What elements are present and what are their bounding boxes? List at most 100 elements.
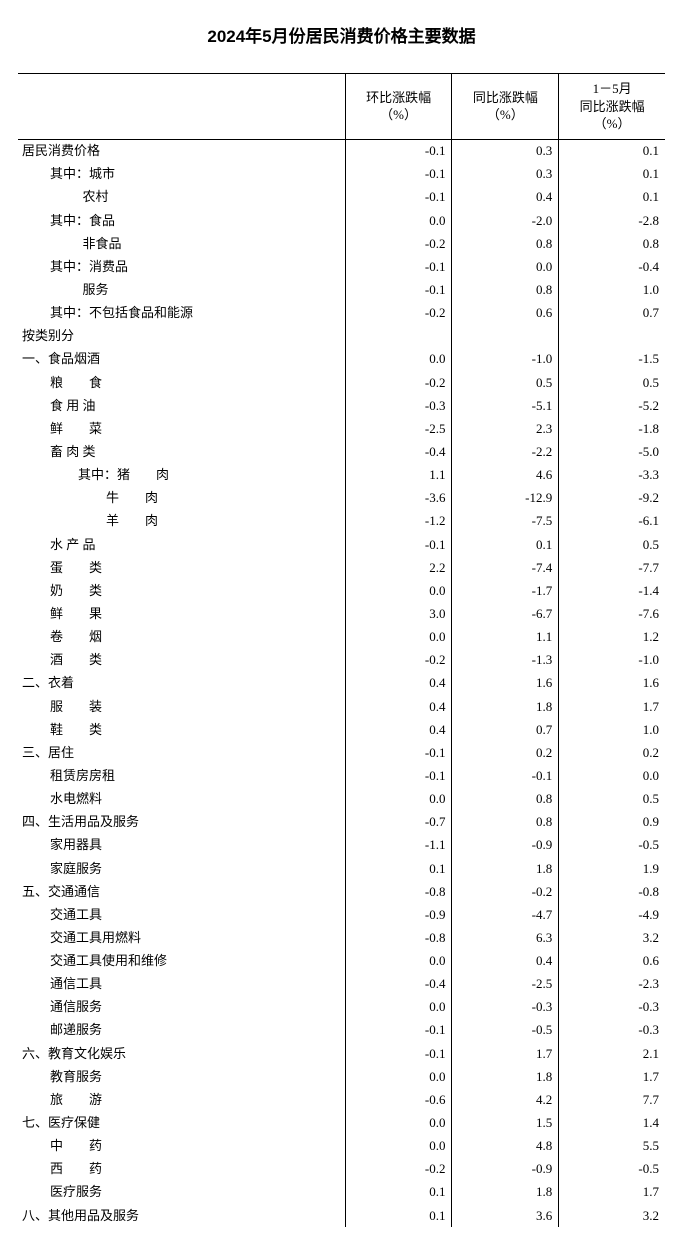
col-yoy: 同比涨跌幅（%） — [452, 74, 559, 140]
row-value: -0.8 — [345, 880, 452, 903]
row-value: 0.8 — [559, 232, 665, 255]
table-row: 水电燃料0.00.80.5 — [18, 788, 665, 811]
row-value: -0.2 — [345, 1158, 452, 1181]
row-value: -0.6 — [345, 1088, 452, 1111]
table-row: 租赁房房租-0.1-0.10.0 — [18, 764, 665, 787]
row-label: 非食品 — [18, 232, 345, 255]
row-label: 医疗服务 — [18, 1181, 345, 1204]
row-label: 家用器具 — [18, 834, 345, 857]
table-row: 居民消费价格-0.10.30.1 — [18, 139, 665, 163]
row-value: -0.2 — [345, 649, 452, 672]
row-value: -1.2 — [345, 510, 452, 533]
table-row: 旅 游-0.64.27.7 — [18, 1088, 665, 1111]
row-value: -0.1 — [345, 163, 452, 186]
cpi-table: 环比涨跌幅（%） 同比涨跌幅（%） 1－5月同比涨跌幅（%） 居民消费价格-0.… — [18, 73, 665, 1227]
table-row: 交通工具使用和维修0.00.40.6 — [18, 950, 665, 973]
row-value: -7.7 — [559, 556, 665, 579]
row-value: 0.6 — [452, 302, 559, 325]
row-value: -0.3 — [559, 1019, 665, 1042]
row-label: 农村 — [18, 186, 345, 209]
row-value: -0.4 — [345, 973, 452, 996]
row-value: 0.4 — [345, 718, 452, 741]
row-value: -5.2 — [559, 394, 665, 417]
table-row: 六、教育文化娱乐-0.11.72.1 — [18, 1042, 665, 1065]
table-row: 鞋 类0.40.71.0 — [18, 718, 665, 741]
table-row: 交通工具用燃料-0.86.33.2 — [18, 926, 665, 949]
row-label: 四、生活用品及服务 — [18, 811, 345, 834]
table-row: 非食品-0.20.80.8 — [18, 232, 665, 255]
row-value: -0.2 — [345, 232, 452, 255]
row-label: 其中：食品 — [18, 209, 345, 232]
row-value: 0.2 — [452, 741, 559, 764]
row-value: 0.4 — [345, 695, 452, 718]
row-value: 0.0 — [345, 950, 452, 973]
row-value: 0.0 — [345, 348, 452, 371]
row-label: 六、教育文化娱乐 — [18, 1042, 345, 1065]
row-label: 奶 类 — [18, 579, 345, 602]
table-header-row: 环比涨跌幅（%） 同比涨跌幅（%） 1－5月同比涨跌幅（%） — [18, 74, 665, 140]
row-value: 1.8 — [452, 695, 559, 718]
col-mom: 环比涨跌幅（%） — [345, 74, 452, 140]
row-value: 1.9 — [559, 857, 665, 880]
row-label: 牛 肉 — [18, 487, 345, 510]
table-row: 鲜 菜-2.52.3-1.8 — [18, 417, 665, 440]
row-value: -1.4 — [559, 579, 665, 602]
row-value: 2.1 — [559, 1042, 665, 1065]
row-value: -0.7 — [345, 811, 452, 834]
row-label: 通信工具 — [18, 973, 345, 996]
row-value: 1.0 — [559, 278, 665, 301]
row-value: 0.8 — [452, 788, 559, 811]
row-value: 0.3 — [452, 139, 559, 163]
row-label: 中 药 — [18, 1135, 345, 1158]
row-value: 1.8 — [452, 857, 559, 880]
row-value: 3.6 — [452, 1204, 559, 1227]
table-row: 家用器具-1.1-0.9-0.5 — [18, 834, 665, 857]
table-row: 西 药-0.2-0.9-0.5 — [18, 1158, 665, 1181]
row-value: -0.8 — [559, 880, 665, 903]
row-label: 二、衣着 — [18, 672, 345, 695]
row-value: -1.1 — [345, 834, 452, 857]
row-value: 1.1 — [345, 464, 452, 487]
table-row: 奶 类0.0-1.7-1.4 — [18, 579, 665, 602]
row-value: -2.5 — [452, 973, 559, 996]
table-row: 其中：食品0.0-2.0-2.8 — [18, 209, 665, 232]
row-label: 食 用 油 — [18, 394, 345, 417]
row-value: 1.6 — [559, 672, 665, 695]
row-value: 1.8 — [452, 1181, 559, 1204]
row-value: 0.7 — [452, 718, 559, 741]
row-value: 0.0 — [345, 1112, 452, 1135]
table-row: 邮递服务-0.1-0.5-0.3 — [18, 1019, 665, 1042]
row-value: 1.0 — [559, 718, 665, 741]
table-row: 二、衣着0.41.61.6 — [18, 672, 665, 695]
row-value: 1.6 — [452, 672, 559, 695]
row-value — [452, 325, 559, 348]
row-value: -3.6 — [345, 487, 452, 510]
row-value: -12.9 — [452, 487, 559, 510]
row-label: 八、其他用品及服务 — [18, 1204, 345, 1227]
row-label: 五、交通通信 — [18, 880, 345, 903]
row-value: -7.5 — [452, 510, 559, 533]
row-value: -0.1 — [345, 278, 452, 301]
row-value: -4.9 — [559, 903, 665, 926]
row-value: 1.7 — [559, 1065, 665, 1088]
row-value: 0.4 — [452, 186, 559, 209]
row-value: 1.5 — [452, 1112, 559, 1135]
row-label: 水电燃料 — [18, 788, 345, 811]
row-label: 其中：猪 肉 — [18, 464, 345, 487]
row-value: 0.0 — [345, 788, 452, 811]
row-label: 其中：不包括食品和能源 — [18, 302, 345, 325]
row-value: -4.7 — [452, 903, 559, 926]
table-row: 酒 类-0.2-1.3-1.0 — [18, 649, 665, 672]
table-row: 其中：城市-0.10.30.1 — [18, 163, 665, 186]
table-row: 食 用 油-0.3-5.1-5.2 — [18, 394, 665, 417]
row-label: 蛋 类 — [18, 556, 345, 579]
table-row: 通信工具-0.4-2.5-2.3 — [18, 973, 665, 996]
row-value: 0.9 — [559, 811, 665, 834]
table-row: 七、医疗保健0.01.51.4 — [18, 1112, 665, 1135]
row-label: 服务 — [18, 278, 345, 301]
row-label: 三、居住 — [18, 741, 345, 764]
row-value: -1.0 — [452, 348, 559, 371]
row-value: -1.5 — [559, 348, 665, 371]
row-value: 4.6 — [452, 464, 559, 487]
row-value: -6.1 — [559, 510, 665, 533]
